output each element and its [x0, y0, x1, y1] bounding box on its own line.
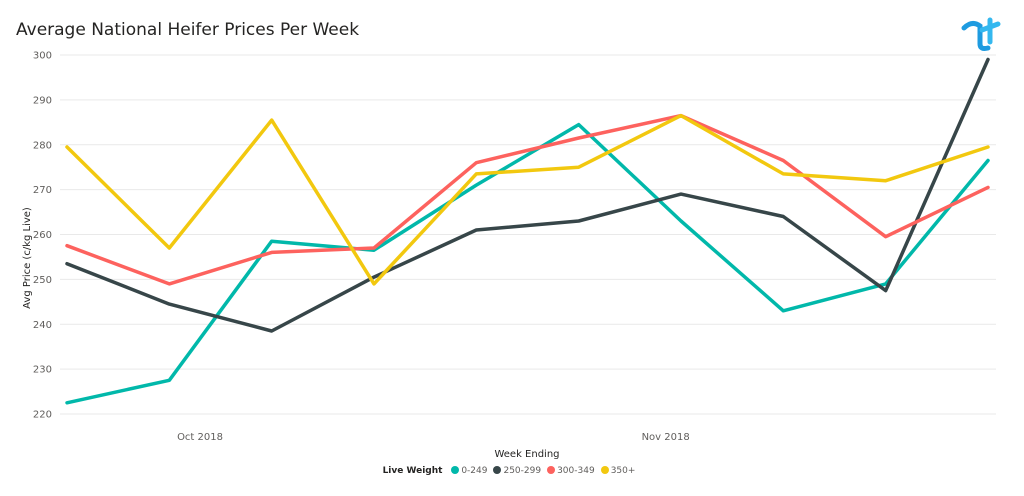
legend-title: Live Weight	[382, 466, 443, 476]
series-line-350+	[65, 113, 990, 286]
x-tick-label: Oct 2018	[177, 432, 223, 443]
y-tick-label: 240	[33, 320, 52, 331]
legend-label: 0-249	[461, 466, 488, 476]
series-line-250-299	[65, 57, 990, 333]
legend-swatch	[600, 466, 609, 474]
y-tick-label: 270	[33, 185, 52, 196]
legend-item-250-299[interactable]: 250-299	[493, 466, 541, 476]
x-axis-ticks: Oct 2018 Nov 2018	[177, 432, 690, 443]
y-tick-label: 290	[33, 95, 52, 106]
y-tick-label: 250	[33, 275, 52, 286]
y-tick-label: 300	[33, 51, 52, 62]
y-tick-label: 220	[33, 410, 52, 421]
y-axis-ticks: 220 230 240 250 260 270 280 290 300	[33, 51, 52, 421]
legend-item-350+[interactable]: 350+	[600, 466, 636, 476]
brand-logo-icon	[961, 17, 1001, 51]
legend-label: 250-299	[503, 466, 542, 476]
y-tick-label: 260	[33, 230, 52, 241]
legend-item-300-349[interactable]: 300-349	[547, 466, 595, 476]
x-axis-title: Week Ending	[494, 449, 559, 460]
series-line-0-249	[65, 122, 990, 405]
legend-swatch	[451, 466, 460, 474]
legend-label: 350+	[610, 466, 636, 476]
y-axis-title: Avg Price (c/kg Live)	[22, 207, 33, 309]
y-tick-label: 230	[33, 365, 52, 376]
gridlines	[60, 54, 996, 415]
legend-swatch	[547, 466, 556, 474]
legend-item-0-249[interactable]: 0-249	[451, 466, 487, 476]
chart-title: Average National Heifer Prices Per Week	[16, 20, 360, 40]
y-tick-label: 280	[33, 140, 52, 151]
legend-swatch	[493, 466, 502, 474]
legend: Live Weight 0-249 250-299 300-349 350+	[0, 466, 1024, 476]
series-line-300-349	[65, 113, 990, 286]
x-tick-label: Nov 2018	[642, 432, 690, 443]
legend-label: 300-349	[557, 466, 595, 476]
series-lines	[65, 57, 990, 405]
